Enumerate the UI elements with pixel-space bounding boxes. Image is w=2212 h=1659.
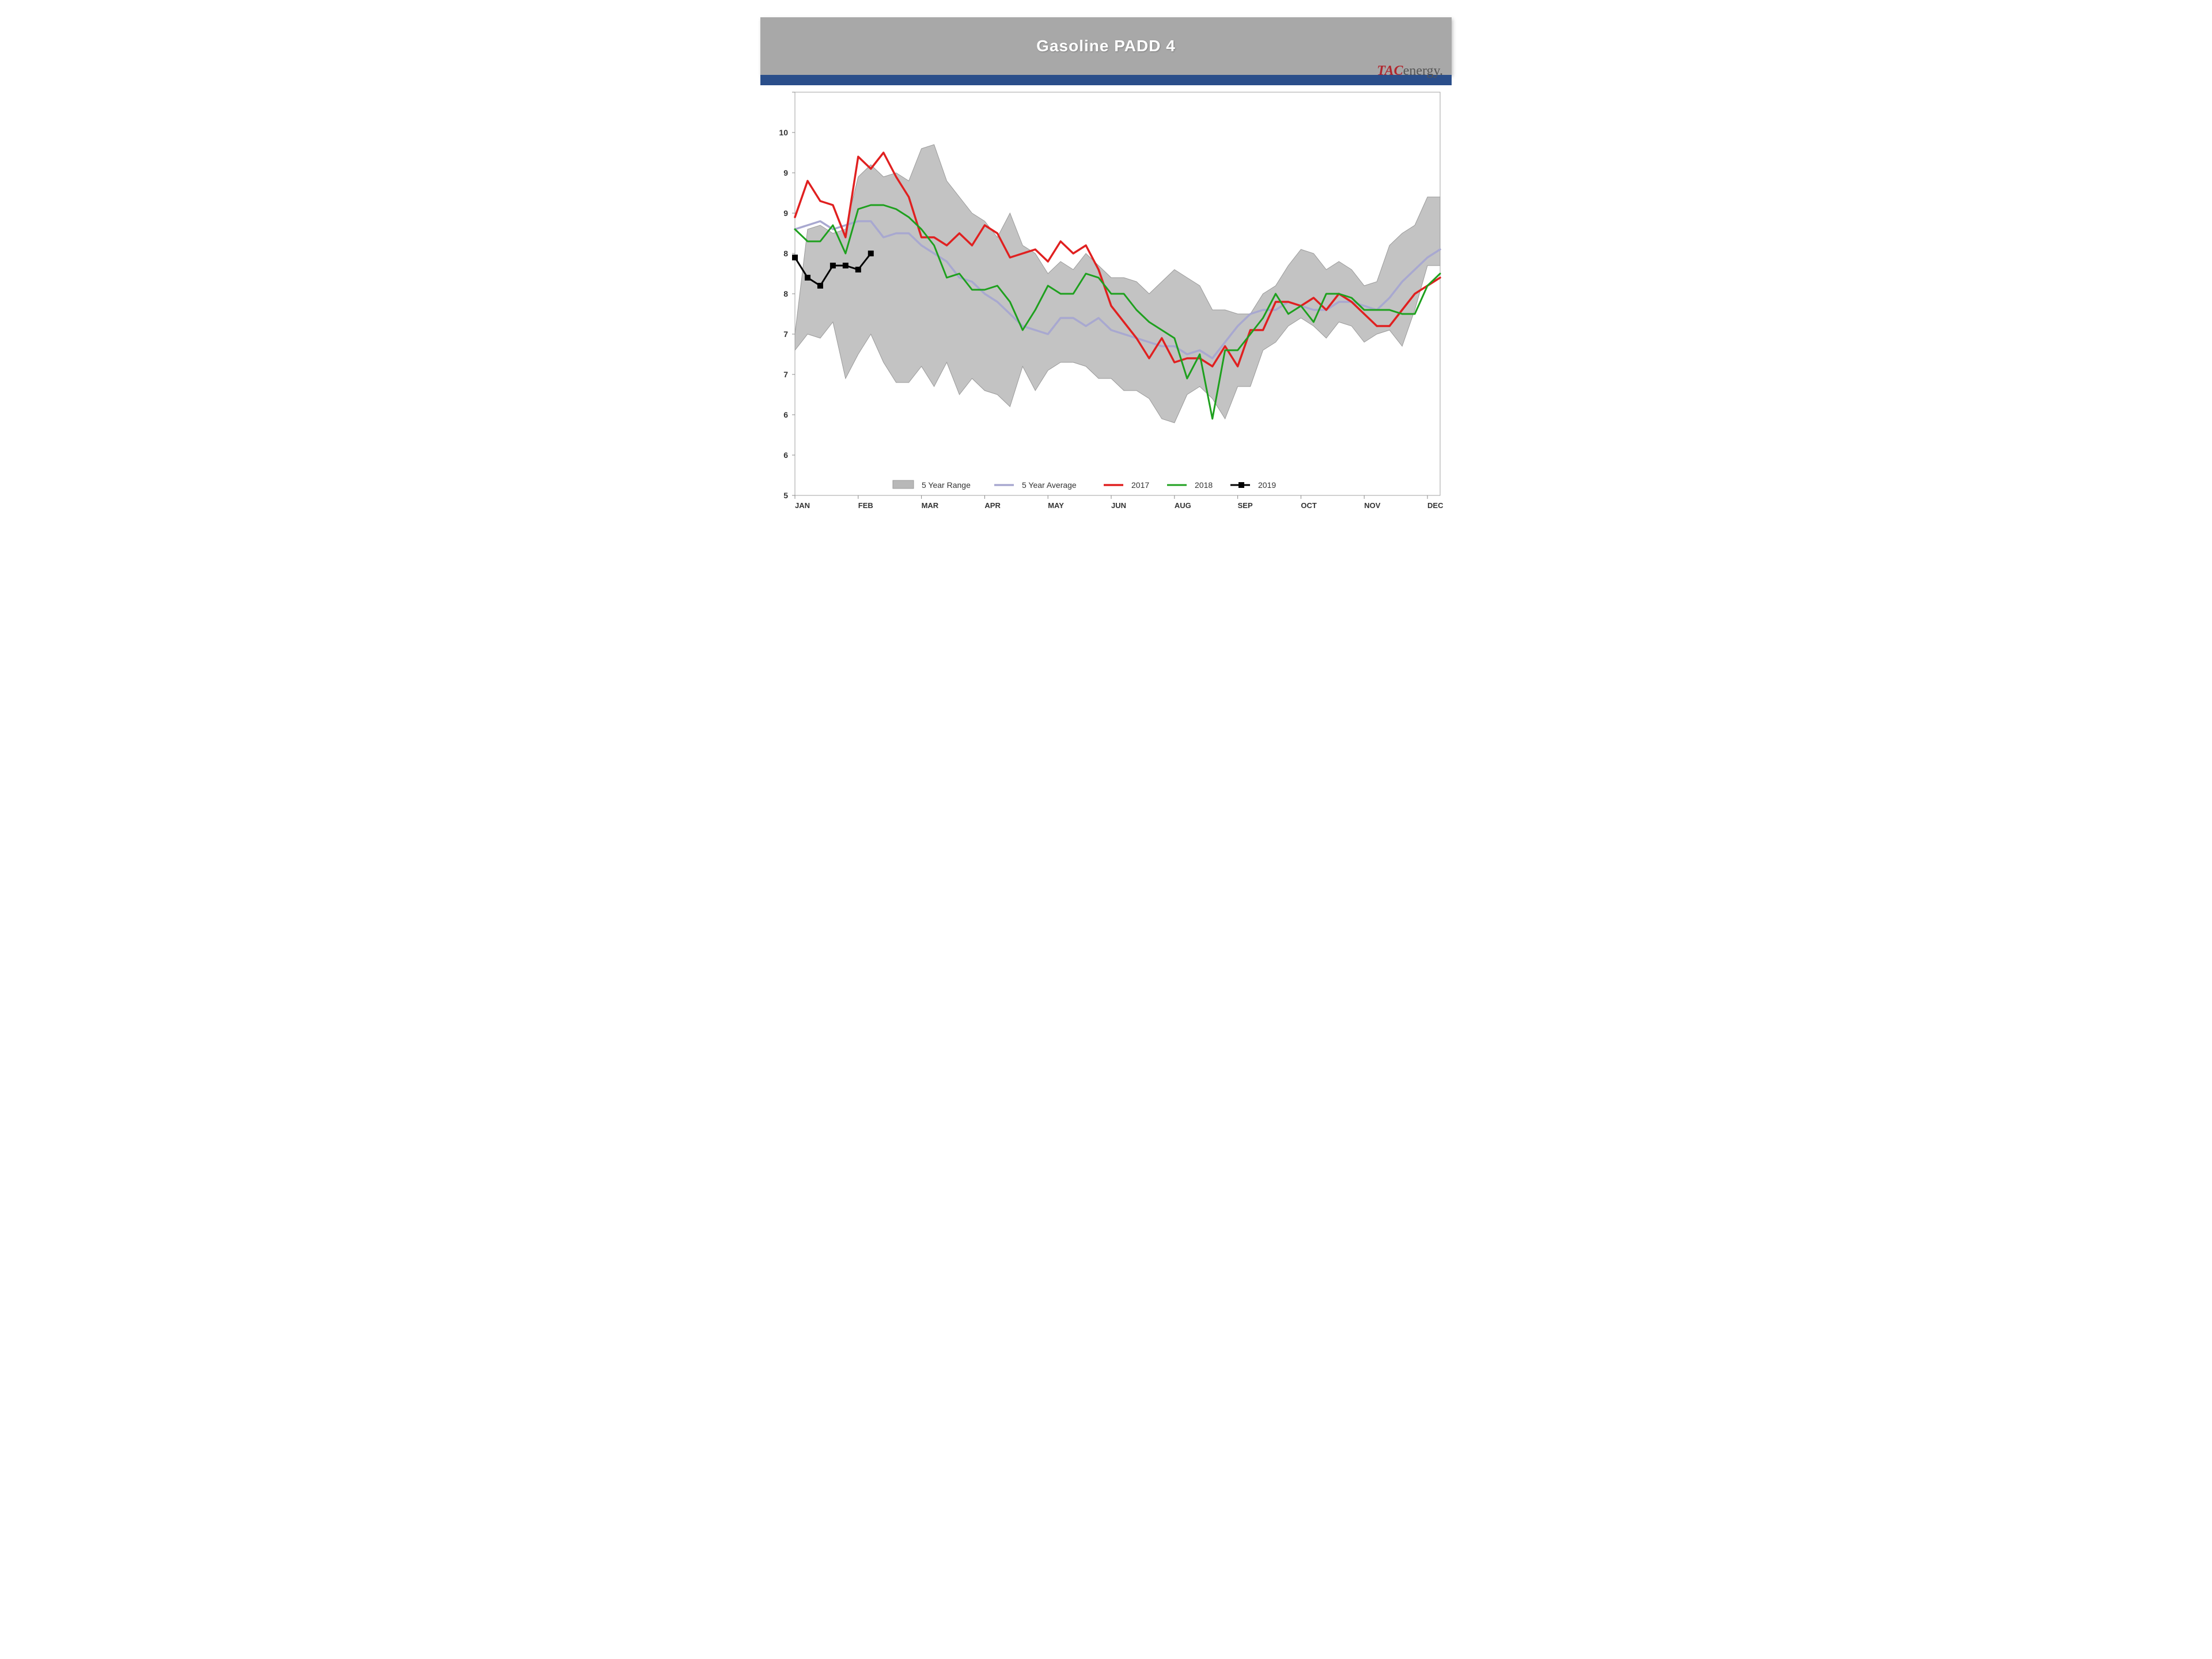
chart-svg: 5 6 6 7 7 8 8 9 9 10 JAN FEB MAR APR MAY JUN AUG SEP OCT NO… [760,86,1452,541]
y-tick-label: 9 [783,209,788,218]
header-blue-band [760,75,1452,85]
x-tick-label: MAY [1048,501,1064,510]
logo-tac: TAC [1377,63,1403,78]
legend-label: 5 Year Average [1022,480,1077,490]
y-tick-label: 8 [783,249,788,258]
series-marker-2019 [868,251,874,256]
legend-marker-2019 [1238,482,1244,488]
x-tick-label: SEP [1238,501,1253,510]
logo-energy: energy. [1403,63,1443,78]
x-tick-label: APR [984,501,1001,510]
x-tick-label: AUG [1175,501,1191,510]
chart-title: Gasoline PADD 4 [1036,37,1176,55]
y-tick-label: 10 [779,128,788,137]
legend-label: 5 Year Range [922,480,971,490]
y-tick-label: 7 [783,370,788,379]
y-tick-label: 6 [783,450,788,460]
series-marker-2019 [817,283,823,289]
x-tick-label: FEB [858,501,873,510]
page-root: Gasoline PADD 4 TACenergy. 5 6 6 7 7 8 8 9 9 10 JA… [737,0,1475,553]
brand-logo: TACenergy. [1377,63,1443,79]
series-marker-2019 [830,263,836,268]
series-marker-2019 [805,275,810,281]
y-tick-label: 8 [783,289,788,298]
x-tick-label: MAR [922,501,939,510]
x-tick-label: OCT [1301,501,1317,510]
y-tick-label: 7 [783,329,788,339]
range-band [795,145,1440,423]
y-tick-label: 9 [783,168,788,177]
legend-swatch-range [893,480,914,488]
x-tick-label: DEC [1427,501,1444,510]
series-marker-2019 [843,263,849,268]
legend-label: 2017 [1131,480,1149,490]
x-tick-label: JAN [795,501,810,510]
y-tick-label: 5 [783,491,788,500]
series-marker-2019 [792,255,798,260]
y-tick-label: 6 [783,410,788,419]
x-tick-label: NOV [1364,501,1381,510]
x-tick-label: JUN [1111,501,1126,510]
series-marker-2019 [855,267,861,272]
chart-container: 5 6 6 7 7 8 8 9 9 10 JAN FEB MAR APR MAY JUN AUG SEP OCT NO… [760,86,1452,541]
chart-title-band: Gasoline PADD 4 [760,17,1452,75]
legend-label: 2018 [1195,480,1213,490]
legend-label: 2019 [1258,480,1276,490]
